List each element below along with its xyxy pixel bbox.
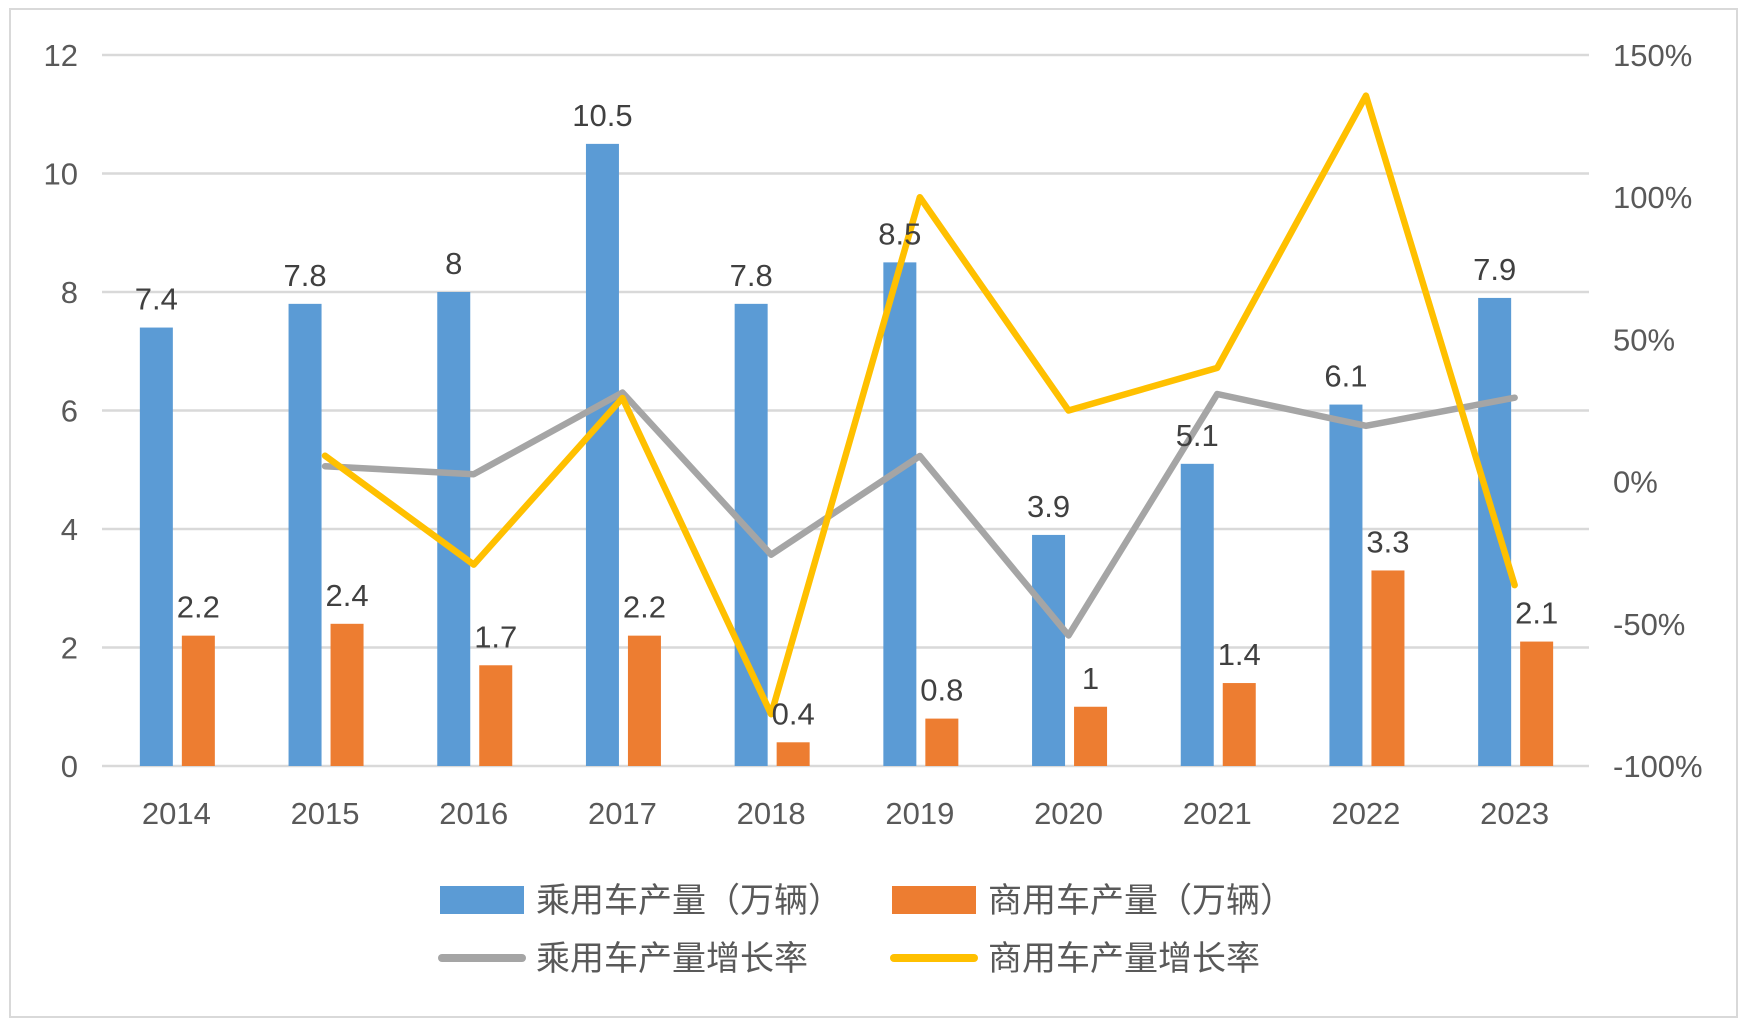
- data-label: 0.4: [772, 696, 815, 731]
- data-label: 7.8: [730, 258, 773, 293]
- x-axis-tick-label: 2023: [1480, 796, 1549, 831]
- data-label: 2.4: [325, 578, 368, 613]
- commercial-bar: [479, 665, 513, 766]
- legend-swatch: [440, 886, 524, 914]
- chart-border: [9, 8, 1738, 1018]
- left-axis-tick-label: 12: [44, 38, 78, 73]
- x-axis-tick-label: 2021: [1183, 796, 1252, 831]
- x-axis-tick-label: 2014: [142, 796, 211, 831]
- passenger-bar: [437, 292, 471, 766]
- passenger-bar: [1180, 463, 1214, 766]
- commercial-bar: [627, 635, 661, 766]
- data-label: 5.1: [1176, 418, 1219, 453]
- legend-swatch: [892, 886, 976, 914]
- legend: 乘用车产量（万辆） 商用车产量（万辆） 乘用车产量增长率 商用车产量增长率: [438, 882, 1294, 978]
- legend-label: 乘用车产量增长率: [536, 940, 808, 978]
- commercial-bar: [181, 635, 215, 766]
- right-axis-tick-label: 150%: [1613, 38, 1692, 73]
- data-label: 3.9: [1027, 489, 1070, 524]
- data-label: 8.5: [878, 216, 921, 251]
- commercial-bar: [925, 718, 959, 766]
- left-axis-tick-label: 2: [61, 631, 78, 666]
- left-axis-tick-label: 10: [44, 157, 78, 192]
- commercial-bar: [776, 742, 810, 766]
- data-label: 7.8: [283, 258, 326, 293]
- passenger-bar: [1032, 534, 1066, 766]
- x-axis-tick-label: 2017: [588, 796, 657, 831]
- data-label: 6.1: [1324, 359, 1367, 394]
- data-label: 1: [1082, 661, 1099, 696]
- right-axis-tick-label: 100%: [1613, 180, 1692, 215]
- data-label: 3.3: [1366, 524, 1409, 559]
- x-axis-tick-label: 2019: [885, 796, 954, 831]
- passenger-bar: [585, 143, 619, 766]
- legend-label: 乘用车产量（万辆）: [536, 882, 842, 920]
- data-label: 2.1: [1515, 596, 1558, 631]
- right-axis-tick-label: 0%: [1613, 465, 1658, 500]
- data-label: 2.2: [177, 590, 220, 625]
- data-label: 7.4: [135, 282, 178, 317]
- data-label: 1.4: [1218, 637, 1261, 672]
- x-axis-tick-label: 2020: [1034, 796, 1103, 831]
- x-axis-tick-label: 2015: [291, 796, 360, 831]
- legend-label: 商用车产量（万辆）: [988, 882, 1294, 920]
- left-axis-tick-label: 6: [61, 394, 78, 429]
- commercial-bar: [330, 623, 364, 766]
- passenger-bar: [1329, 404, 1363, 766]
- right-axis-tick-label: -100%: [1613, 749, 1703, 784]
- left-axis-tick-label: 0: [61, 749, 78, 784]
- passenger-bar: [1478, 297, 1512, 766]
- commercial-bar: [1371, 570, 1405, 766]
- commercial-bar: [1520, 641, 1554, 766]
- x-axis-tick-label: 2022: [1331, 796, 1400, 831]
- data-label: 1.7: [474, 619, 517, 654]
- left-axis-tick-label: 8: [61, 275, 78, 310]
- passenger-bar: [288, 303, 322, 766]
- passenger-bar: [883, 262, 917, 766]
- commercial-bar: [1222, 683, 1256, 766]
- data-label: 8: [445, 246, 462, 281]
- commercial-bar: [1074, 706, 1108, 766]
- left-axis-tick-label: 4: [61, 512, 78, 547]
- right-axis-tick-label: 50%: [1613, 322, 1675, 357]
- passenger-bar: [139, 327, 173, 766]
- data-label: 7.9: [1473, 252, 1516, 287]
- data-label: 10.5: [572, 98, 632, 133]
- x-axis-tick-label: 2016: [439, 796, 508, 831]
- data-label: 2.2: [623, 590, 666, 625]
- right-axis-tick-label: -50%: [1613, 607, 1685, 642]
- x-axis-tick-label: 2018: [737, 796, 806, 831]
- legend-label: 商用车产量增长率: [988, 940, 1260, 978]
- data-label: 0.8: [920, 673, 963, 708]
